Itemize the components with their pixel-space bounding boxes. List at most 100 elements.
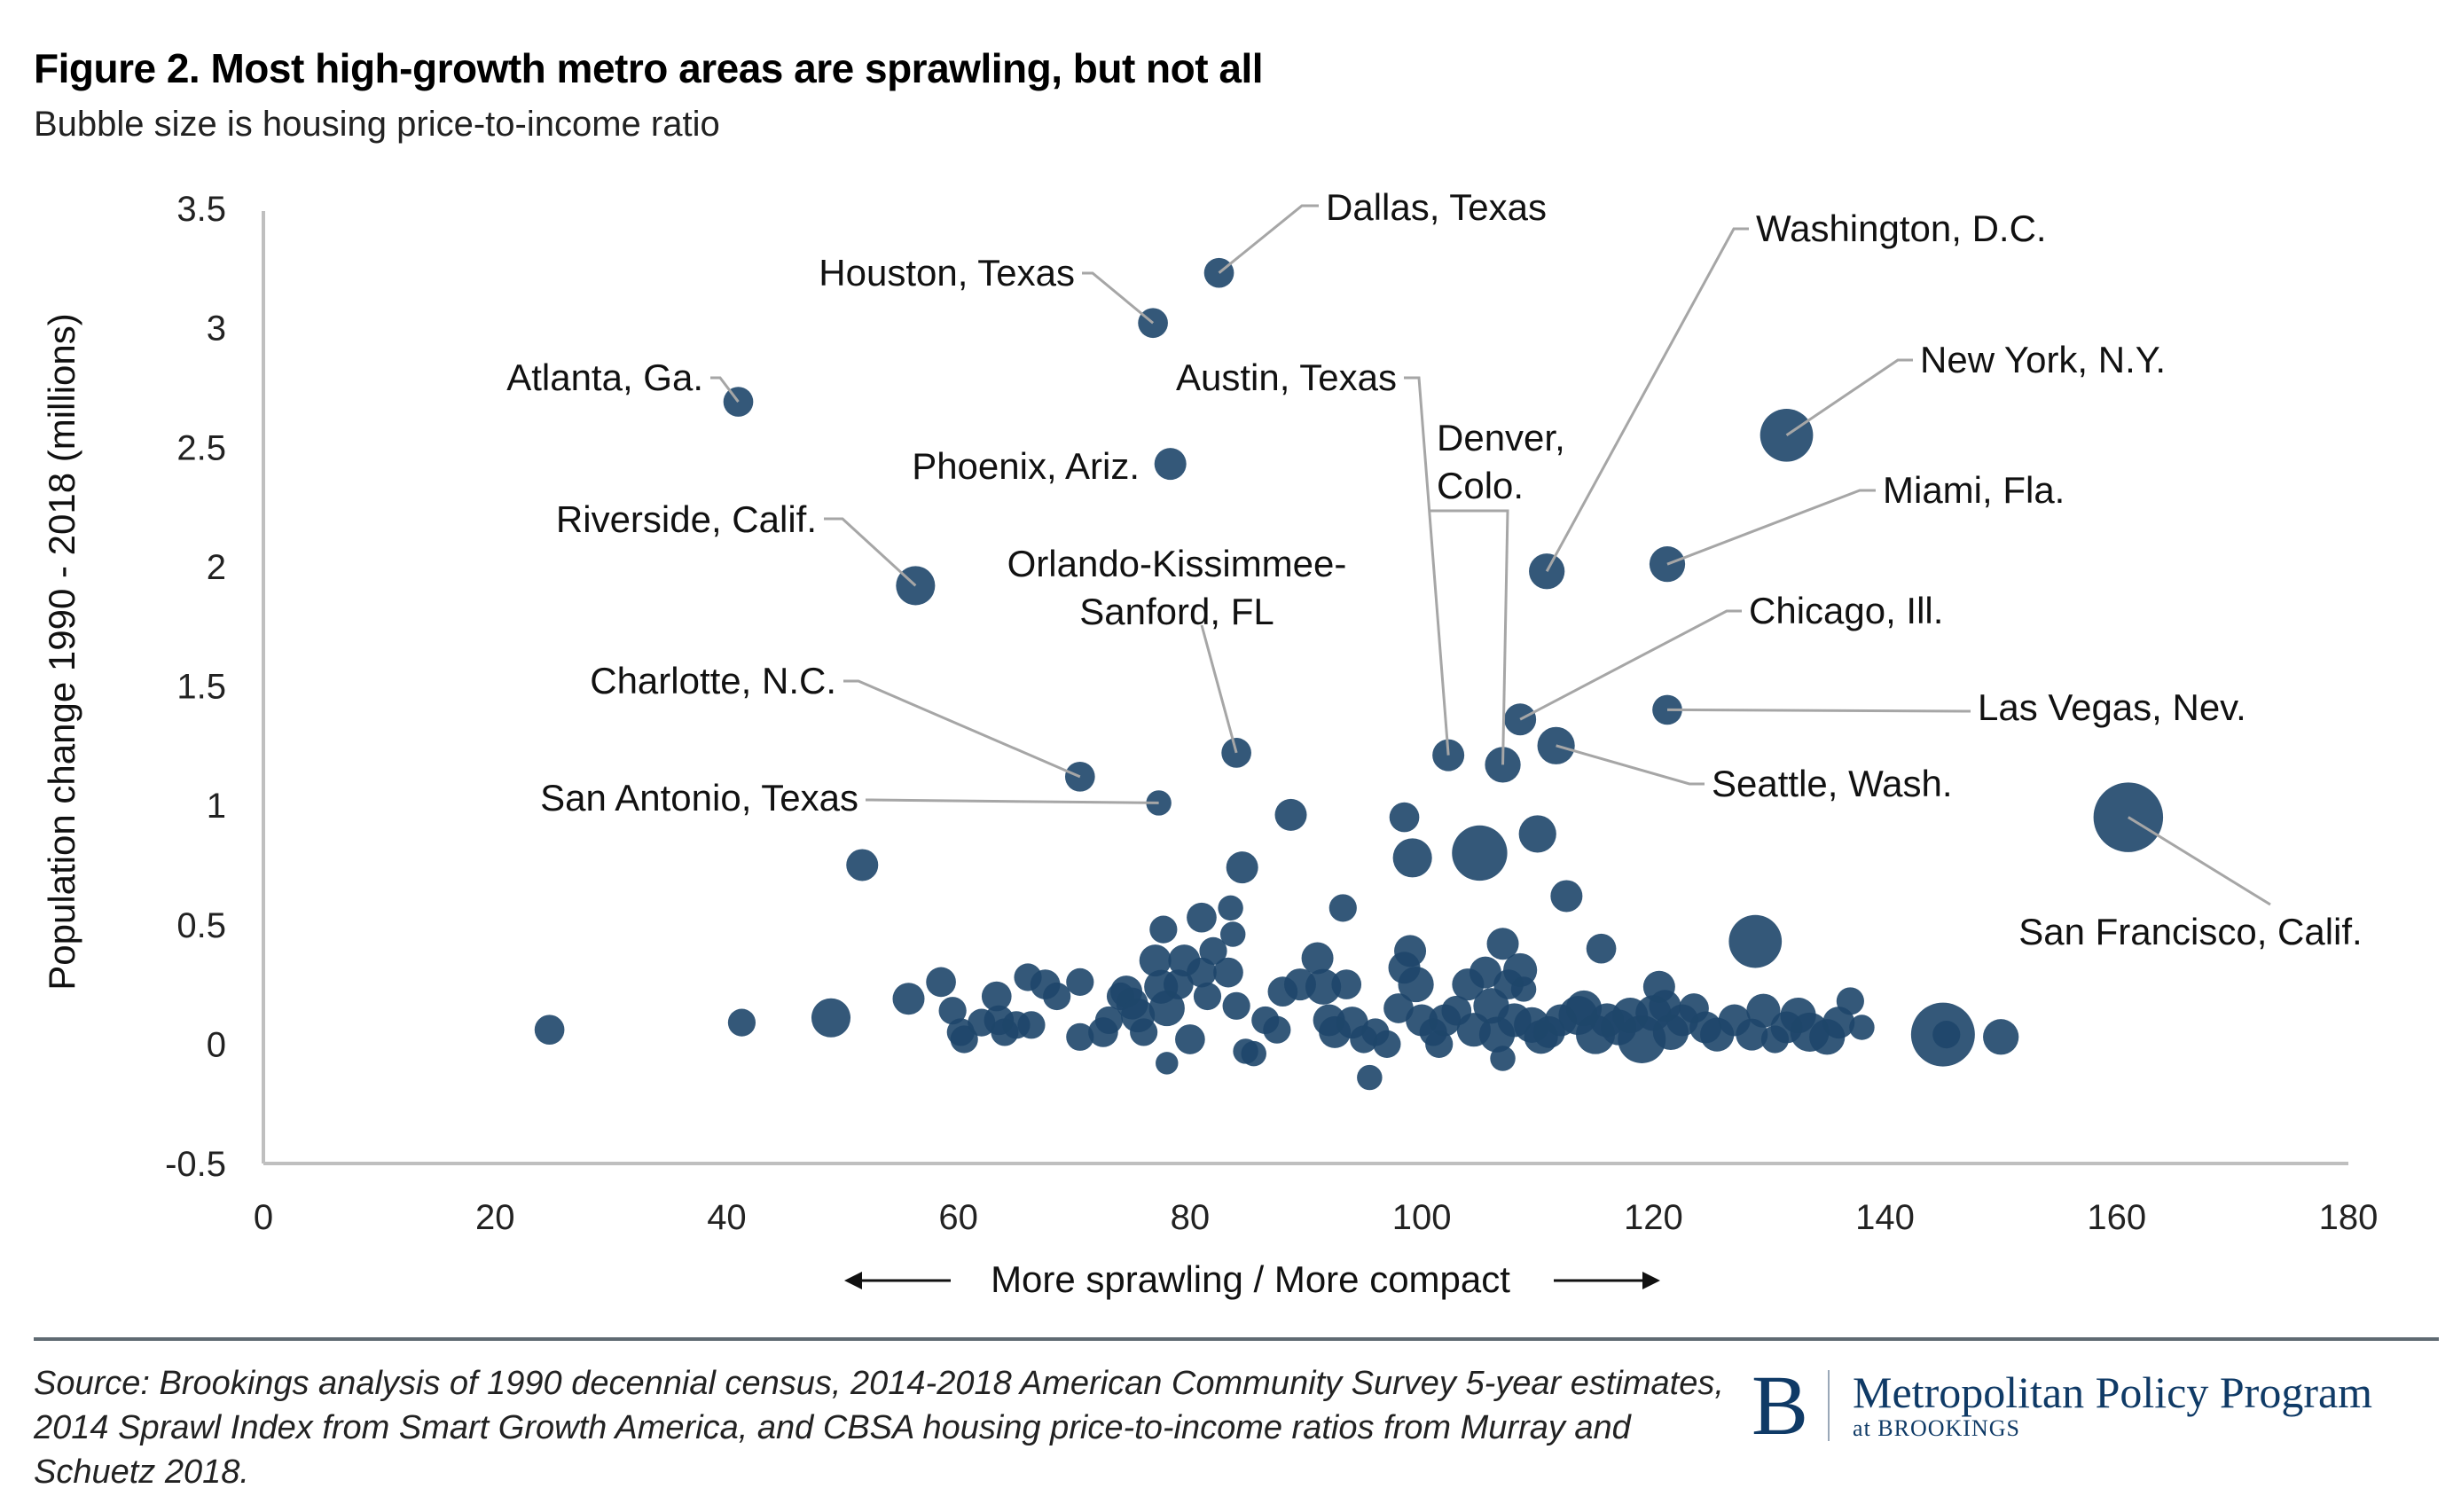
point-label-new-york-n-y: New York, N.Y. (1920, 339, 2166, 380)
source-note: Source: Brookings analysis of 1990 decen… (34, 1365, 1724, 1491)
bubble (1222, 991, 1250, 1020)
bubble (1822, 1007, 1855, 1039)
bubble (926, 967, 956, 998)
bubble (950, 1025, 978, 1054)
x-tick-label: 120 (1624, 1198, 1683, 1237)
logo-program-name: Metropolitan Policy Program (1853, 1367, 2373, 1417)
bubble (1392, 838, 1432, 878)
y-tick-label: 2.5 (176, 428, 226, 467)
y-tick-label: 1.5 (176, 668, 226, 707)
leader-line-seattle-wash (1556, 744, 1705, 786)
leader-lines (710, 204, 2271, 906)
bubble (1175, 1024, 1205, 1054)
leader-line-chicago-ill (1519, 609, 1742, 721)
x-tick-label: 60 (938, 1198, 978, 1237)
x-tick-label: 180 (2319, 1198, 2379, 1237)
bubble (1331, 969, 1362, 999)
bubble (1932, 1021, 1961, 1049)
bubble (1452, 825, 1508, 881)
point-label-denver-colo: Denver, (1437, 417, 1565, 458)
footer-divider (34, 1337, 2439, 1341)
x-tick-label: 100 (1392, 1198, 1452, 1237)
point-label-austin-texas: Austin, Texas (1176, 356, 1397, 398)
point-label-washington-d-c: Washington, D.C. (1756, 208, 2047, 249)
x-tick-label: 20 (475, 1198, 515, 1237)
axes (262, 211, 2348, 1165)
x-tick-labels: 0 20 40 60 80 100 120 140 160 180 (254, 1198, 2379, 1237)
leader-line-las-vegas-nev (1666, 708, 1971, 713)
bubble (1043, 982, 1071, 1011)
logo-text: Metropolitan Policy Program at BROOKINGS (1853, 1369, 2372, 1443)
bubble (1518, 815, 1556, 853)
point-label-san-antonio-texas: San Antonio, Texas (540, 777, 858, 819)
point-label-san-francisco-calif: San Francisco, Calif. (2018, 911, 2362, 952)
y-tick-label: 3 (207, 309, 226, 349)
bubble (1149, 915, 1178, 944)
x-axis-title: More sprawling / More compact (991, 1258, 1510, 1300)
leader-line-orlando-kissimmee-sanford-fl (1200, 624, 1238, 754)
leader-line-san-antonio-texas (866, 798, 1159, 804)
bubble (1389, 802, 1420, 833)
bubble (892, 983, 925, 1015)
bubble (1469, 956, 1501, 989)
leader-line-miami-fla (1666, 489, 1876, 566)
bubble (1017, 1011, 1046, 1039)
point-labels: Dallas, Texas Houston, Texas Atlanta, Ga. P… (506, 186, 2363, 952)
leader-line-charlotte-n-c (843, 679, 1081, 779)
bubble (1746, 993, 1781, 1028)
leader-line-austin-texas (1404, 376, 1450, 756)
bubble (1219, 921, 1246, 947)
chart-title: Figure 2. Most high-growth metro areas a… (34, 45, 1264, 91)
point-label-riverside-calif: Riverside, Calif. (556, 498, 817, 540)
bubble (1130, 1018, 1158, 1046)
bubble (1486, 928, 1519, 960)
point-label-orlando-kissimmee-sanford-fl: Sanford, FL (1079, 591, 1274, 632)
point-label-chicago-ill: Chicago, Ill. (1749, 590, 1943, 631)
bubble (1213, 957, 1243, 988)
bubble (1193, 982, 1222, 1011)
point-label-denver-colo: Colo. (1437, 465, 1524, 506)
bubble (1263, 1015, 1291, 1044)
bubble (938, 997, 967, 1025)
bubble (1328, 894, 1357, 922)
arrow-left-head-icon (844, 1272, 862, 1289)
point-label-houston-texas: Houston, Texas (819, 252, 1075, 294)
bubble (1226, 851, 1258, 884)
leader-line-san-francisco-calif (2128, 816, 2271, 906)
x-tick-label: 160 (2087, 1198, 2146, 1237)
bubble (1383, 993, 1414, 1023)
bubble (1586, 933, 1617, 964)
x-tick-label: 40 (707, 1198, 747, 1237)
bubble-houston-texas (1138, 308, 1168, 339)
bubble (1849, 1015, 1875, 1040)
bubble (1218, 895, 1243, 921)
bubble (1983, 1019, 2019, 1055)
bubble (1148, 990, 1185, 1027)
y-tick-label: -0.5 (165, 1145, 226, 1184)
y-tick-label: 0 (207, 1025, 226, 1064)
point-label-dallas-texas: Dallas, Texas (1326, 186, 1547, 228)
bubble (1066, 968, 1094, 996)
bubble (1425, 1030, 1454, 1058)
bubble (981, 981, 1012, 1012)
bubble (1139, 944, 1172, 977)
leader-line-dallas-texas (1218, 204, 1319, 274)
leader-line-new-york-n-y (1785, 358, 1913, 437)
bubble (1510, 976, 1537, 1002)
leader-line-denver-colo (1430, 509, 1509, 765)
logo-letter: B (1752, 1358, 1809, 1453)
y-axis-title: Population change 1990 - 2018 (millions) (41, 313, 82, 991)
bubble (1094, 1006, 1124, 1035)
bubble (811, 998, 851, 1038)
bubble (1394, 935, 1427, 968)
bubble (846, 849, 879, 881)
x-tick-label: 0 (254, 1198, 273, 1237)
logo-separator (1828, 1370, 1830, 1441)
bubble (1550, 880, 1583, 913)
bubble (534, 1015, 565, 1046)
point-label-las-vegas-nev: Las Vegas, Nev. (1978, 686, 2246, 728)
point-label-phoenix-ariz: Phoenix, Ariz. (912, 445, 1140, 487)
arrow-right-head-icon (1642, 1272, 1660, 1289)
bubble (1373, 1030, 1401, 1058)
x-axis-title-group: More sprawling / More compact (844, 1258, 1660, 1300)
